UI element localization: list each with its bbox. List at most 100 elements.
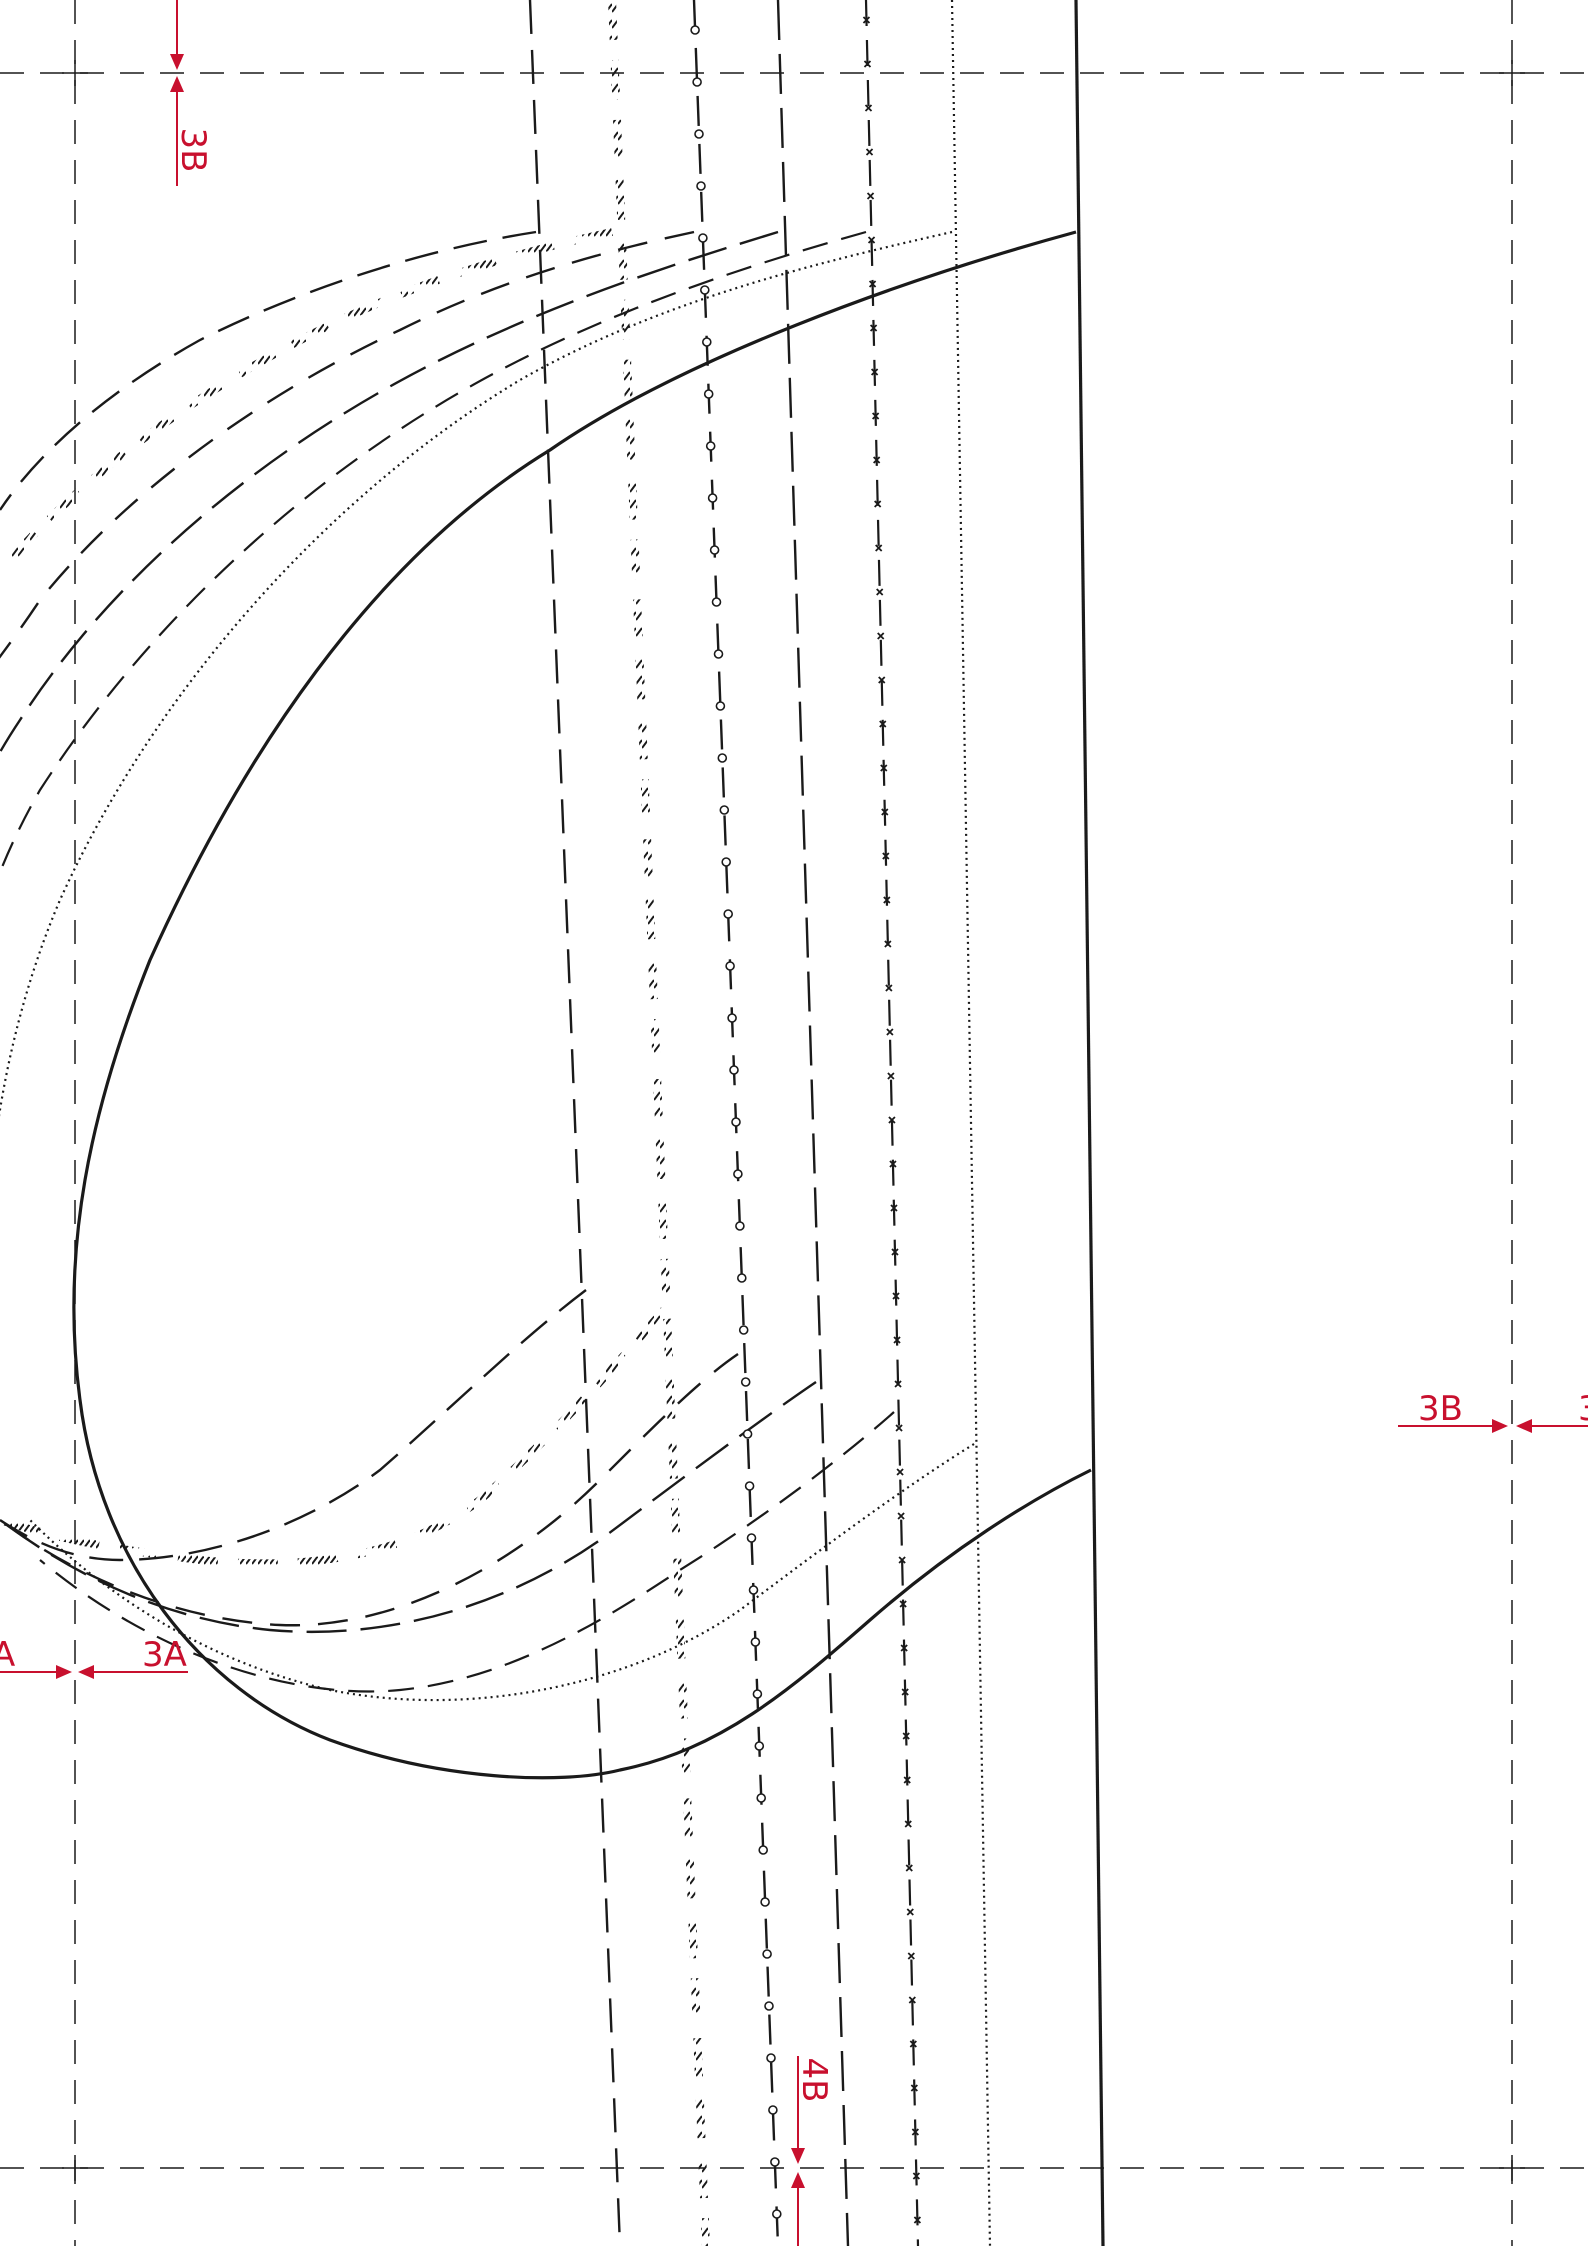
circle-dot [709, 545, 720, 555]
size-circle-dash-curve [0, 230, 695, 659]
circle-dot [727, 1013, 737, 1023]
cross-dot [898, 1556, 906, 1564]
circle-dot [746, 1533, 757, 1543]
cross-dot [897, 1512, 905, 1520]
size-hash-lower [0, 1307, 668, 1568]
circle-dot [725, 961, 735, 971]
size-cross-dash-side [864, 0, 920, 2246]
cross-dot [878, 676, 886, 684]
cross-dot [885, 984, 893, 992]
cross-dot [903, 1776, 911, 1784]
cross-dot [874, 500, 882, 508]
marker-label-bottom-3a: 3A [142, 1635, 187, 1675]
cross-dot [886, 1028, 894, 1036]
cross-dot [862, 16, 871, 24]
cross-dot [867, 236, 876, 244]
circle-dot [723, 909, 734, 919]
circle-dot [715, 701, 726, 711]
cross-dots [862, 16, 922, 2224]
cross-dot [870, 368, 879, 376]
circle-dot [698, 233, 708, 243]
cross-dot [908, 1996, 916, 2004]
cross-dot [891, 1248, 899, 1256]
size-hash-curve [7, 228, 613, 563]
circle-dot [711, 597, 722, 607]
size-meddash-lower [0, 1289, 587, 1562]
cross-dot [879, 720, 887, 728]
cross-dot [888, 1116, 896, 1124]
cross-dot [863, 60, 872, 68]
size-longdash-side [776, 0, 850, 2246]
marker-label-bottom-4b: 4B [794, 2058, 834, 2103]
cross-dot [909, 2040, 917, 2048]
cross-dot [884, 940, 892, 948]
circle-dot [760, 1897, 770, 1907]
cross-dot [895, 1424, 903, 1432]
circle-dot [756, 1793, 767, 1803]
cross-dot [893, 1336, 901, 1344]
circle-dot [768, 2105, 778, 2115]
size-meddash-side [528, 0, 622, 2246]
size-longdash-lower [0, 1381, 817, 1634]
circle-dot [750, 1637, 761, 1647]
circle-dot [770, 2157, 780, 2167]
circle-dot [717, 753, 728, 763]
size-meddash-curve [0, 230, 537, 511]
circle-dot [729, 1065, 739, 1075]
marker-label-right-3: 3 [1578, 1389, 1588, 1429]
circle-dot [690, 25, 700, 35]
cross-dot [890, 1204, 898, 1212]
cross-dot [887, 1072, 895, 1080]
cross-dot [911, 2128, 919, 2136]
circle-dot [744, 1481, 755, 1491]
cross-dot [904, 1820, 912, 1828]
cross-dot [864, 104, 873, 112]
circle-dot [758, 1845, 769, 1855]
cross-dot [912, 2172, 921, 2180]
size-hash-side [608, 0, 710, 2246]
cross-dot [901, 1688, 909, 1696]
cross-dot [866, 192, 875, 200]
circle-dot [713, 649, 724, 659]
circle-dot [707, 493, 718, 503]
circle-dot [731, 1117, 741, 1127]
cross-dot [869, 324, 878, 332]
circle-dot [721, 857, 732, 867]
cross-dot [876, 588, 884, 596]
circle-dot [748, 1585, 759, 1595]
circle-dot [740, 1377, 751, 1387]
circle-dot [766, 2053, 776, 2063]
cross-dot [873, 456, 881, 464]
circle-dot [701, 337, 712, 347]
cross-dot [882, 852, 890, 860]
circle-dot [699, 285, 710, 295]
circle-dot [752, 1689, 763, 1699]
cross-dot [896, 1468, 904, 1476]
marker-label-bottom-a: A [0, 1635, 15, 1675]
cross-dot [905, 1864, 913, 1872]
circle-dot [696, 181, 706, 191]
cross-dot [907, 1952, 915, 1960]
pattern-lines [0, 0, 1105, 2246]
marker-label-top-3b: 3B [173, 128, 213, 173]
circle-dot [771, 2209, 782, 2219]
cross-dot [865, 148, 874, 156]
circle-dot [703, 389, 714, 399]
cross-dot [868, 280, 877, 288]
circle-dot [742, 1429, 753, 1439]
size-dotted-curve [0, 230, 953, 1117]
cross-dot [883, 896, 891, 904]
cross-dot [902, 1732, 910, 1740]
cross-dot [913, 2216, 922, 2224]
size-solid-armhole-curve [72, 230, 1092, 1780]
cross-dot [880, 764, 888, 772]
cross-dot [900, 1644, 908, 1652]
size-dotted-side [950, 0, 992, 2246]
cross-dot [899, 1600, 907, 1608]
size-longdash-curve [0, 230, 779, 755]
cross-dot [871, 412, 880, 420]
size-dotted-lower [29, 1443, 975, 1702]
